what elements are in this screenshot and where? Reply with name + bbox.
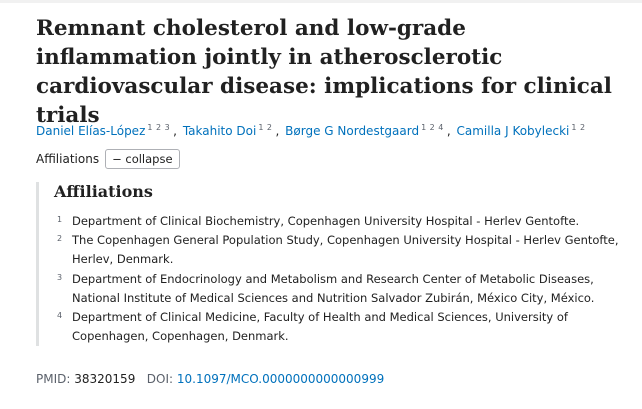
aff-ref[interactable]: 2 [266,123,273,132]
author-link[interactable]: Camilla J Kobylecki [456,124,570,138]
aff-ref[interactable]: 4 [438,123,444,132]
affiliation-number: 3 [57,272,63,282]
affiliation-number: 1 [57,215,63,224]
aff-ref[interactable]: 1 [571,123,577,132]
pmid-value: 38320159 [74,372,136,386]
authors-list: Daniel Elías-López 1 2 3, Takahito Doi 1 2, B… [36,119,636,140]
article-identifiers: PMID: 38320159 DOI: 10.1097/MCO.00000000… [36,370,384,388]
pmid-label: PMID: [36,372,71,386]
author-separator: , [275,124,280,138]
aff-ref[interactable]: 1 [147,123,153,132]
affiliations-panel: Affiliations 1 Department of Clinical Bi… [36,182,642,347]
affiliation-item: 1 Department of Clinical Biochemistry, C… [54,212,642,231]
aff-ref[interactable]: 1 [258,123,264,132]
affiliation-item: 2 The Copenhagen General Population Stud… [54,231,642,269]
article-title: Remnant cholesterol and low-grade inflam… [36,16,612,128]
aff-ref[interactable]: 2 [579,123,586,132]
author-separator: , [446,124,451,138]
affiliations-label: Affiliations [36,152,100,166]
affiliation-text: Department of Clinical Medicine, Faculty… [72,310,568,344]
affiliation-number: 2 [57,234,63,244]
aff-ref[interactable]: 3 [164,123,171,132]
affiliation-item: 3 Department of Endocrinology and Metabo… [54,270,642,308]
top-edge [0,0,642,3]
author-link[interactable]: Børge G Nordestgaard [285,124,420,138]
affiliations-toggle-row: Affiliations − collapse [36,149,180,169]
affiliation-text: The Copenhagen General Population Study,… [72,233,619,267]
affiliation-item: 4 Department of Clinical Medicine, Facul… [54,308,642,346]
aff-ref[interactable]: 1 [421,123,427,132]
aff-ref[interactable]: 2 [155,123,162,132]
author-link[interactable]: Takahito Doi [182,124,257,138]
doi-label: DOI: [146,372,174,386]
affiliation-text: Department of Endocrinology and Metaboli… [72,271,595,305]
doi-link[interactable]: 10.1097/MCO.0000000000000999 [176,372,385,386]
collapse-button[interactable]: − collapse [105,149,180,169]
aff-ref[interactable]: 2 [429,123,436,132]
author-separator: , [173,124,177,138]
affiliations-heading: Affiliations [54,182,153,201]
author-link[interactable]: Daniel Elías-López [36,124,146,138]
affiliation-text: Department of Clinical Biochemistry, Cop… [72,214,580,228]
affiliations-list: 1 Department of Clinical Biochemistry, C… [54,212,642,346]
affiliation-number: 4 [57,311,63,321]
